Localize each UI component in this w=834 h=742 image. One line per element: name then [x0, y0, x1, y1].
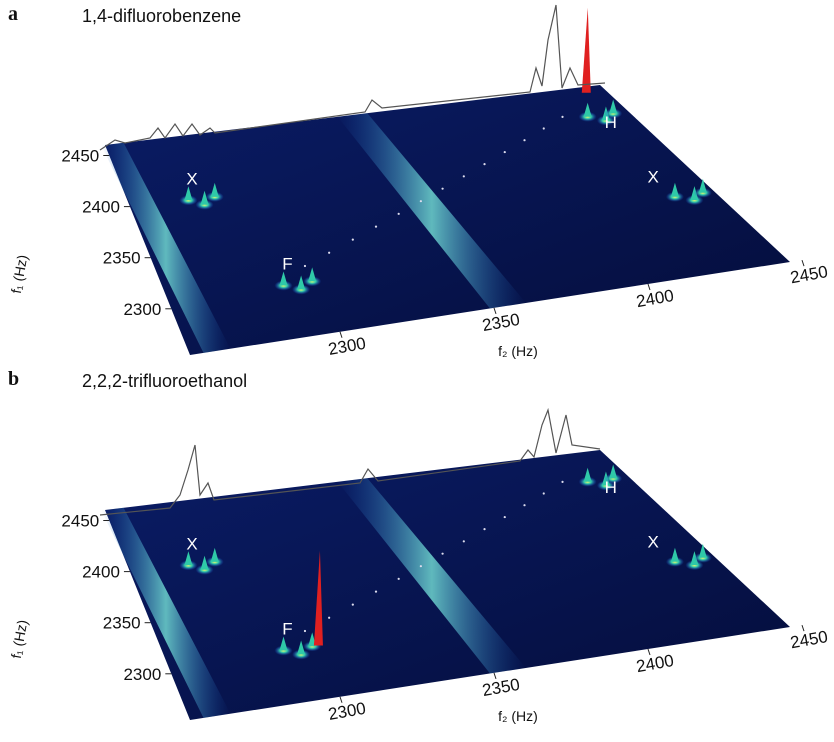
diagonal-dot	[543, 127, 545, 129]
diagonal-dot	[398, 213, 400, 215]
f2-tick-label: 2300	[327, 699, 368, 724]
figure: a 1,4-difluorobenzene X F H X 2450 2400 2350 2300…	[0, 0, 834, 742]
f1-tick-label: 2450	[61, 512, 99, 531]
peak-label: F	[282, 255, 292, 274]
f1-tick-label: 2400	[82, 198, 120, 217]
diagonal-dot	[561, 116, 563, 118]
diagonal-dot	[398, 578, 400, 580]
diagonal-dot	[561, 481, 563, 483]
diagonal-dot	[543, 492, 545, 494]
peak-label: X	[647, 533, 658, 552]
diagonal-dot	[420, 565, 422, 567]
diagonal-dot	[304, 265, 306, 267]
f2-tick-label: 2300	[327, 334, 368, 359]
f2-tick-label: 2400	[635, 651, 676, 676]
diagonal-dot	[463, 175, 465, 177]
f1-tick-label: 2450	[61, 147, 99, 166]
diagonal-dot	[441, 188, 443, 190]
f1-axis-label: f₁ (Hz)	[8, 619, 31, 660]
peak-label: X	[647, 168, 658, 187]
peak-max	[582, 8, 591, 93]
f2-axis-label: f₂ (Hz)	[498, 708, 538, 724]
peak-label: H	[605, 113, 617, 132]
panel-title: 1,4-difluorobenzene	[82, 6, 241, 26]
panel-label: b	[8, 368, 19, 390]
f1-axis-label: f₁ (Hz)	[8, 254, 31, 295]
diagonal-dot	[352, 604, 354, 606]
f2-tick-label: 2450	[789, 627, 830, 652]
peak-label: X	[186, 170, 197, 189]
f2-axis-label: f₂ (Hz)	[498, 343, 538, 359]
diagonal-dot	[504, 516, 506, 518]
diagonal-dot	[328, 252, 330, 254]
f1-tick-label: 2350	[103, 249, 141, 268]
diagonal-dot	[463, 540, 465, 542]
f2-tick-label: 2400	[635, 286, 676, 311]
f2-tick-label: 2350	[481, 310, 522, 335]
panel: b 2,2,2-trifluoroethanol X F H X 2450 2400 2350 2…	[8, 368, 830, 724]
diagonal-dot	[483, 163, 485, 165]
panel: a 1,4-difluorobenzene X F H X 2450 2400 2350 2300…	[8, 3, 830, 359]
diagonal-dot	[441, 553, 443, 555]
diagonal-dot	[375, 226, 377, 228]
diagonal-dot	[352, 239, 354, 241]
diagonal-dot	[504, 151, 506, 153]
panel-title: 2,2,2-trifluoroethanol	[82, 371, 247, 391]
diagonal-dot	[328, 617, 330, 619]
peak-label: X	[186, 535, 197, 554]
peak-label: F	[282, 620, 292, 639]
panel-label: a	[8, 3, 18, 25]
diagonal-dot	[523, 504, 525, 506]
f1-tick-label: 2400	[82, 563, 120, 582]
f1-tick-label: 2300	[123, 665, 161, 684]
diagonal-dot	[483, 528, 485, 530]
f1-tick-label: 2300	[123, 300, 161, 319]
diagonal-dot	[523, 139, 525, 141]
diagonal-dot	[304, 630, 306, 632]
diagonal-dot	[420, 200, 422, 202]
diagonal-dot	[375, 591, 377, 593]
f2-tick-label: 2350	[481, 675, 522, 700]
f2-tick-label: 2450	[789, 262, 830, 287]
peak-label: H	[605, 478, 617, 497]
f1-tick-label: 2350	[103, 614, 141, 633]
